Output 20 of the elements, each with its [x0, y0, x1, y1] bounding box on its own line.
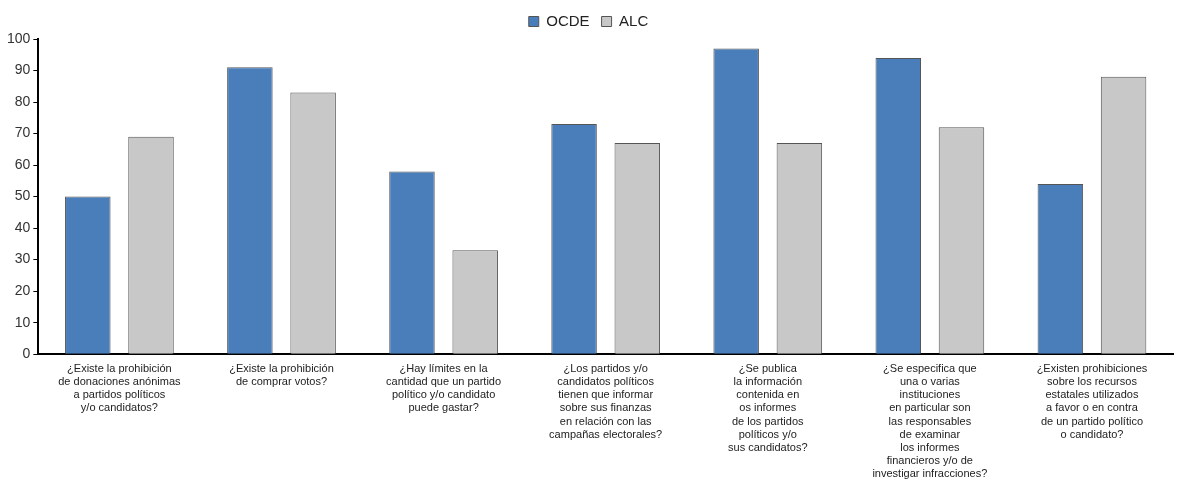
- x-tick-label: ¿Existen prohibiciones sobre los recursos estatales utilizados a favor o en contra de un partido político o candidato?: [1036, 361, 1148, 440]
- y-tick-label: 70: [14, 124, 31, 141]
- y-tick-label: 60: [14, 155, 31, 172]
- legend-label: OCDE: [546, 11, 590, 29]
- y-tick-label: 40: [14, 218, 31, 235]
- y-tick-label: 10: [14, 313, 31, 330]
- y-tick-label: 50: [14, 187, 31, 204]
- category-label: ¿Se especifica que una o varias instituciones en particular son las responsables de examinar los informes financieros y/o de investigar infracciones?: [872, 361, 988, 480]
- x-tick-label: ¿Los partidos y/o candidatos políticos tienen que informar sobre sus finanzas en relación con las campañas electorales?: [549, 361, 663, 440]
- y-tick-label: 20: [14, 282, 31, 299]
- y-tick-label: 30: [14, 250, 31, 267]
- x-tick-label: ¿Se publica la información contenida en os informes de los partidos políticos y/o sus candidatos?: [728, 361, 808, 454]
- x-tick-label: ¿Existe la prohibición de donaciones anónimas a partidos políticos y/o candidatos?: [58, 361, 182, 414]
- y-tick-label: 100: [7, 29, 31, 46]
- y-tick-label: 90: [14, 61, 31, 78]
- legend-label: ALC: [619, 11, 649, 29]
- x-tick-label: ¿Existe la prohibición de comprar votos?: [229, 361, 334, 388]
- x-tick-label: ¿Hay límites en la cantidad que un partido político y/o candidato puede gastar?: [386, 361, 502, 414]
- y-tick-label: 80: [14, 92, 31, 109]
- y-tick-label: 0: [22, 345, 31, 362]
